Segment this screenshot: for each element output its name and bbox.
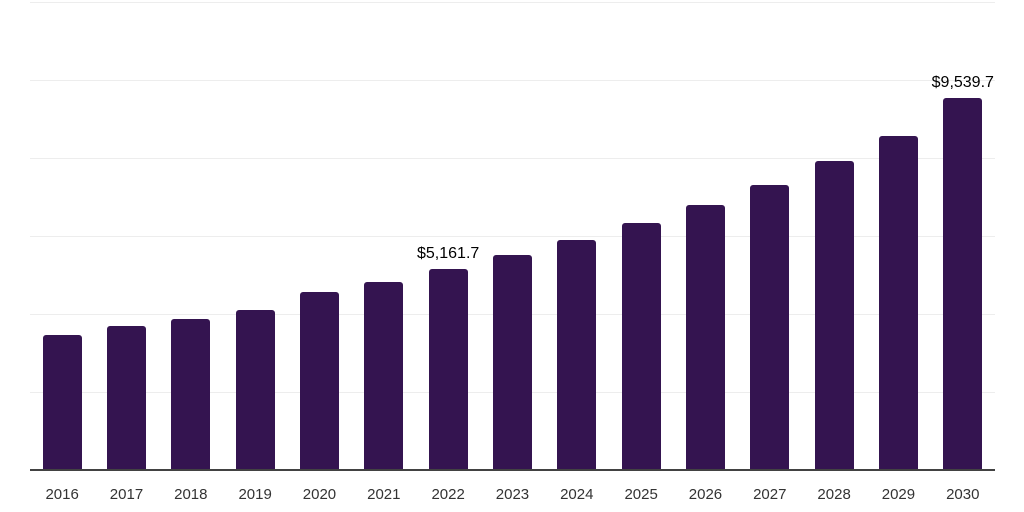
- x-axis-label-2023: 2023: [495, 486, 530, 503]
- x-axis-label-2021: 2021: [367, 486, 401, 503]
- x-axis-label-2029: 2029: [881, 486, 916, 503]
- gridline: [30, 236, 995, 237]
- x-axis-label-2020: 2020: [302, 486, 337, 503]
- gridline: [30, 80, 995, 81]
- x-axis-label-2026: 2026: [688, 486, 723, 503]
- bar-2022[interactable]: [428, 269, 468, 470]
- x-axis-label-2025: 2025: [624, 486, 658, 503]
- x-axis-label-2016: 2016: [45, 486, 79, 503]
- data-label-2022: $5,161.7: [417, 245, 480, 262]
- x-axis-label-2017: 2017: [109, 486, 144, 503]
- x-axis-label-2018: 2018: [174, 486, 208, 503]
- x-axis-label-2022: 2022: [431, 486, 465, 503]
- bar-2027[interactable]: [750, 185, 790, 470]
- bar-2028[interactable]: [814, 161, 854, 470]
- bar-2016[interactable]: [42, 335, 82, 470]
- bar-2025[interactable]: [621, 223, 661, 470]
- gridline: [30, 158, 995, 159]
- bar-2021[interactable]: [364, 282, 404, 470]
- bar-2024[interactable]: [557, 240, 597, 470]
- bar-2020[interactable]: [299, 292, 339, 470]
- x-axis-label-2027: 2027: [753, 486, 787, 503]
- x-axis-label-2019: 2019: [238, 486, 272, 503]
- bar-2019[interactable]: [235, 310, 275, 470]
- bar-2026[interactable]: [685, 205, 725, 470]
- x-axis-label-2030: 2030: [946, 486, 980, 503]
- x-axis-line: [30, 469, 995, 471]
- plot-area: $5,161.7 $9,539.7: [30, 2, 995, 471]
- bar-2030[interactable]: [943, 98, 983, 470]
- bar-2018[interactable]: [171, 319, 211, 470]
- bar-2029[interactable]: [878, 136, 918, 470]
- gridline: [30, 2, 995, 3]
- data-label-2030: $9,539.7: [931, 74, 994, 91]
- x-axis-label-2024: 2024: [560, 486, 594, 503]
- bar-2023[interactable]: [492, 255, 532, 470]
- bar-2017[interactable]: [106, 326, 146, 470]
- x-axis-label-2028: 2028: [817, 486, 851, 503]
